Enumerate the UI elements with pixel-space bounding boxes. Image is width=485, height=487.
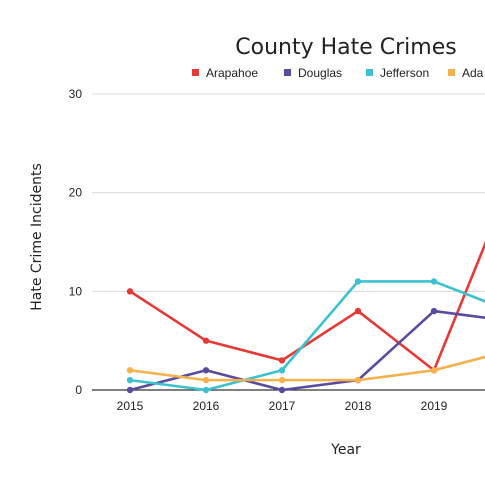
data-point <box>278 357 286 364</box>
legend-label: Jefferson <box>380 66 429 80</box>
data-point <box>354 376 362 384</box>
x-tick-label: 2017 <box>269 399 296 413</box>
data-point <box>126 376 134 384</box>
legend-label: Ada <box>462 66 484 80</box>
data-point <box>202 337 210 344</box>
legend: Arapahoe Douglas Jefferson Ada <box>192 66 484 80</box>
x-tick-label: 2015 <box>117 399 144 413</box>
data-point <box>202 386 210 394</box>
series-group <box>126 241 485 394</box>
gridlines <box>92 93 485 391</box>
series-line <box>129 355 485 382</box>
y-tick-label: 10 <box>69 284 83 298</box>
data-point <box>278 367 286 374</box>
series-line <box>129 241 485 372</box>
legend-label: Douglas <box>298 66 342 80</box>
legend-swatch <box>366 69 373 76</box>
data-point <box>354 307 362 315</box>
data-point <box>278 386 286 394</box>
data-point <box>126 386 134 394</box>
series-arapahoe <box>126 241 485 374</box>
legend-swatch <box>448 69 455 76</box>
y-tick-label: 20 <box>69 186 83 200</box>
y-axis-label: Hate Crime Incidents <box>29 163 45 311</box>
x-tick-label: 2019 <box>421 399 448 413</box>
series-line <box>129 280 485 392</box>
data-point <box>202 376 210 384</box>
x-axis-label: Year <box>330 442 361 458</box>
data-point <box>430 278 438 285</box>
legend-label: Arapahoe <box>206 66 258 80</box>
x-tick-label: 2018 <box>345 399 372 413</box>
legend-swatch <box>192 69 199 76</box>
data-point <box>430 367 438 374</box>
series-ada <box>126 355 485 384</box>
legend-swatch <box>284 69 291 76</box>
data-point <box>126 367 134 374</box>
series-jefferson <box>126 278 485 394</box>
data-point <box>202 367 210 374</box>
data-point <box>354 278 362 285</box>
y-tick-label: 30 <box>69 87 83 101</box>
y-axis-ticks: 0 10 20 30 <box>69 87 83 397</box>
data-point <box>278 376 286 384</box>
x-axis-ticks: 2015 2016 2017 2018 2019 <box>117 399 448 413</box>
data-point <box>430 307 438 315</box>
x-tick-label: 2016 <box>193 399 220 413</box>
y-tick-label: 0 <box>75 383 82 397</box>
data-point <box>126 288 134 295</box>
series-line <box>129 309 485 392</box>
chart-title: County Hate Crimes <box>235 35 456 60</box>
